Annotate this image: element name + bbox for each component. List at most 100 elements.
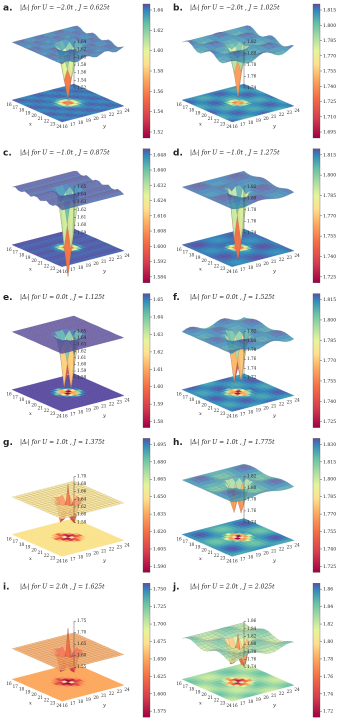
x-tick-label: 17 — [183, 250, 189, 255]
x-tick-label: 20 — [31, 113, 37, 118]
y-tick-label: 22 — [109, 691, 115, 696]
y-tick-label: 17 — [70, 701, 76, 706]
y-tick-label: 21 — [271, 259, 277, 264]
colorbar-tick-label: 1.800 — [323, 317, 336, 323]
x-tick-label: 23 — [220, 411, 226, 416]
panel-label: i. — [3, 583, 10, 593]
y-tick-label: 18 — [78, 120, 84, 125]
z-tick-label: 1.58 — [77, 519, 87, 524]
colorbar-tick-label: 1.640 — [153, 168, 166, 174]
y-tick-label: 19 — [86, 263, 92, 268]
x-tick-label: 22 — [214, 263, 220, 268]
y-tick-label: 17 — [70, 412, 76, 417]
y-tick-label: 24 — [124, 108, 130, 113]
panel-title: |Δᵢ| for U = −1.0t , J = 1.275t — [190, 149, 280, 156]
y-tick-label: 23 — [117, 689, 123, 694]
panel-title: |Δᵢ| for U = 0.0t , J = 1.525t — [190, 294, 275, 301]
y-tick-label: 17 — [240, 267, 246, 272]
z-tick-label: 1.59 — [77, 368, 87, 373]
colorbar-tick-label: 1.665 — [153, 477, 166, 483]
colorbar — [143, 294, 150, 428]
x-tick-label: 18 — [19, 397, 25, 402]
y-axis-label: y — [102, 124, 106, 130]
x-tick-label: 20 — [201, 258, 207, 263]
z-tick-label: 1.54 — [77, 77, 87, 82]
y-tick-label: 22 — [109, 546, 115, 551]
panel-label: h. — [173, 438, 183, 448]
y-tick-label: 24 — [124, 542, 130, 547]
panel: g.|Δᵢ| for U = 1.0t , J = 1.375t16171819… — [3, 438, 166, 573]
z-tick-label: 1.82 — [247, 473, 257, 478]
z-tick-label: 1.62 — [77, 47, 87, 52]
x-tick-label: 24 — [56, 703, 62, 708]
colorbar-tick-label: 1.584 — [153, 274, 166, 280]
y-tick-label: 23 — [287, 255, 293, 260]
colorbar-tick-label: 1.65 — [153, 297, 163, 303]
y-tick-label: 16 — [62, 558, 68, 563]
y-tick-label: 21 — [101, 404, 107, 409]
x-tick-label: 19 — [195, 255, 201, 260]
colorbar-tick-label: 1.725 — [323, 564, 336, 570]
colorbar-tick-label: 1.63 — [153, 332, 163, 338]
x-tick-label: 21 — [38, 116, 44, 121]
colorbar-tick-label: 1.785 — [323, 38, 336, 44]
y-axis-label: y — [102, 703, 106, 709]
y-axis-label: y — [272, 558, 276, 564]
x-tick-label: 18 — [189, 108, 195, 113]
z-tick-label: 1.65 — [77, 184, 87, 189]
x-tick-label: 20 — [31, 258, 37, 263]
z-tick-label: 1.82 — [247, 184, 257, 189]
x-tick-label: 17 — [13, 394, 19, 399]
x-tick-label: 16 — [176, 102, 182, 107]
y-axis-label: y — [272, 268, 276, 274]
y-tick-label: 19 — [256, 263, 262, 268]
y-tick-label: 22 — [109, 402, 115, 407]
x-tick-label: 20 — [31, 403, 37, 408]
x-axis-label: x — [199, 266, 202, 272]
panel: h.|Δᵢ| for U = 1.0t , J = 1.775t16171819… — [173, 438, 336, 573]
colorbar-tick-label: 1.815 — [323, 8, 336, 14]
z-tick-label: 1.64 — [77, 496, 87, 501]
colorbar-tick-label: 1.785 — [323, 338, 336, 344]
x-tick-label: 23 — [220, 556, 226, 561]
z-tick-label: 1.60 — [77, 222, 87, 227]
colorbar-tick-label: 1.632 — [153, 183, 166, 189]
x-tick-label: 24 — [56, 414, 62, 419]
z-tick-label: 1.82 — [247, 329, 257, 334]
colorbar-tick-label: 1.62 — [153, 28, 163, 34]
panel: d.|Δᵢ| for U = −1.0t , J = 1.275t1617181… — [173, 148, 336, 282]
colorbar-tick-label: 1.600 — [153, 244, 166, 250]
x-tick-label: 17 — [13, 105, 19, 110]
x-tick-label: 21 — [38, 550, 44, 555]
x-axis-label: x — [29, 411, 32, 417]
y-tick-label: 16 — [62, 414, 68, 419]
colorbar-tick-label: 1.605 — [153, 546, 166, 552]
colorbar — [143, 4, 150, 138]
x-tick-label: 23 — [50, 121, 56, 126]
y-tick-label: 21 — [271, 404, 277, 409]
z-tick-label: 1.65 — [77, 329, 87, 334]
colorbar — [313, 438, 320, 572]
z-tick-label: 1.80 — [247, 195, 257, 200]
y-tick-label: 24 — [294, 542, 300, 547]
y-tick-label: 16 — [232, 269, 238, 274]
y-tick-label: 20 — [93, 261, 99, 266]
x-tick-label: 22 — [44, 698, 50, 703]
z-tick-label: 1.66 — [77, 489, 87, 494]
y-tick-label: 17 — [240, 412, 246, 417]
colorbar-tick-label: 1.616 — [153, 213, 166, 219]
x-axis-label: x — [199, 411, 202, 417]
x-tick-label: 18 — [189, 252, 195, 257]
x-axis-label: x — [29, 556, 32, 562]
z-tick-label: 1.60 — [77, 361, 87, 366]
z-tick-label: 1.52 — [77, 85, 87, 90]
colorbar-tick-label: 1.635 — [153, 512, 166, 518]
x-tick-label: 21 — [38, 695, 44, 700]
y-tick-label: 23 — [117, 255, 123, 260]
z-tick-label: 1.80 — [247, 338, 257, 343]
y-tick-label: 16 — [62, 124, 68, 129]
colorbar-tick-label: 1.755 — [323, 529, 336, 535]
colorbar-tick-label: 1.58 — [153, 419, 163, 425]
z-tick-label: 1.59 — [77, 230, 87, 235]
colorbar-tick-label: 1.770 — [323, 512, 336, 518]
